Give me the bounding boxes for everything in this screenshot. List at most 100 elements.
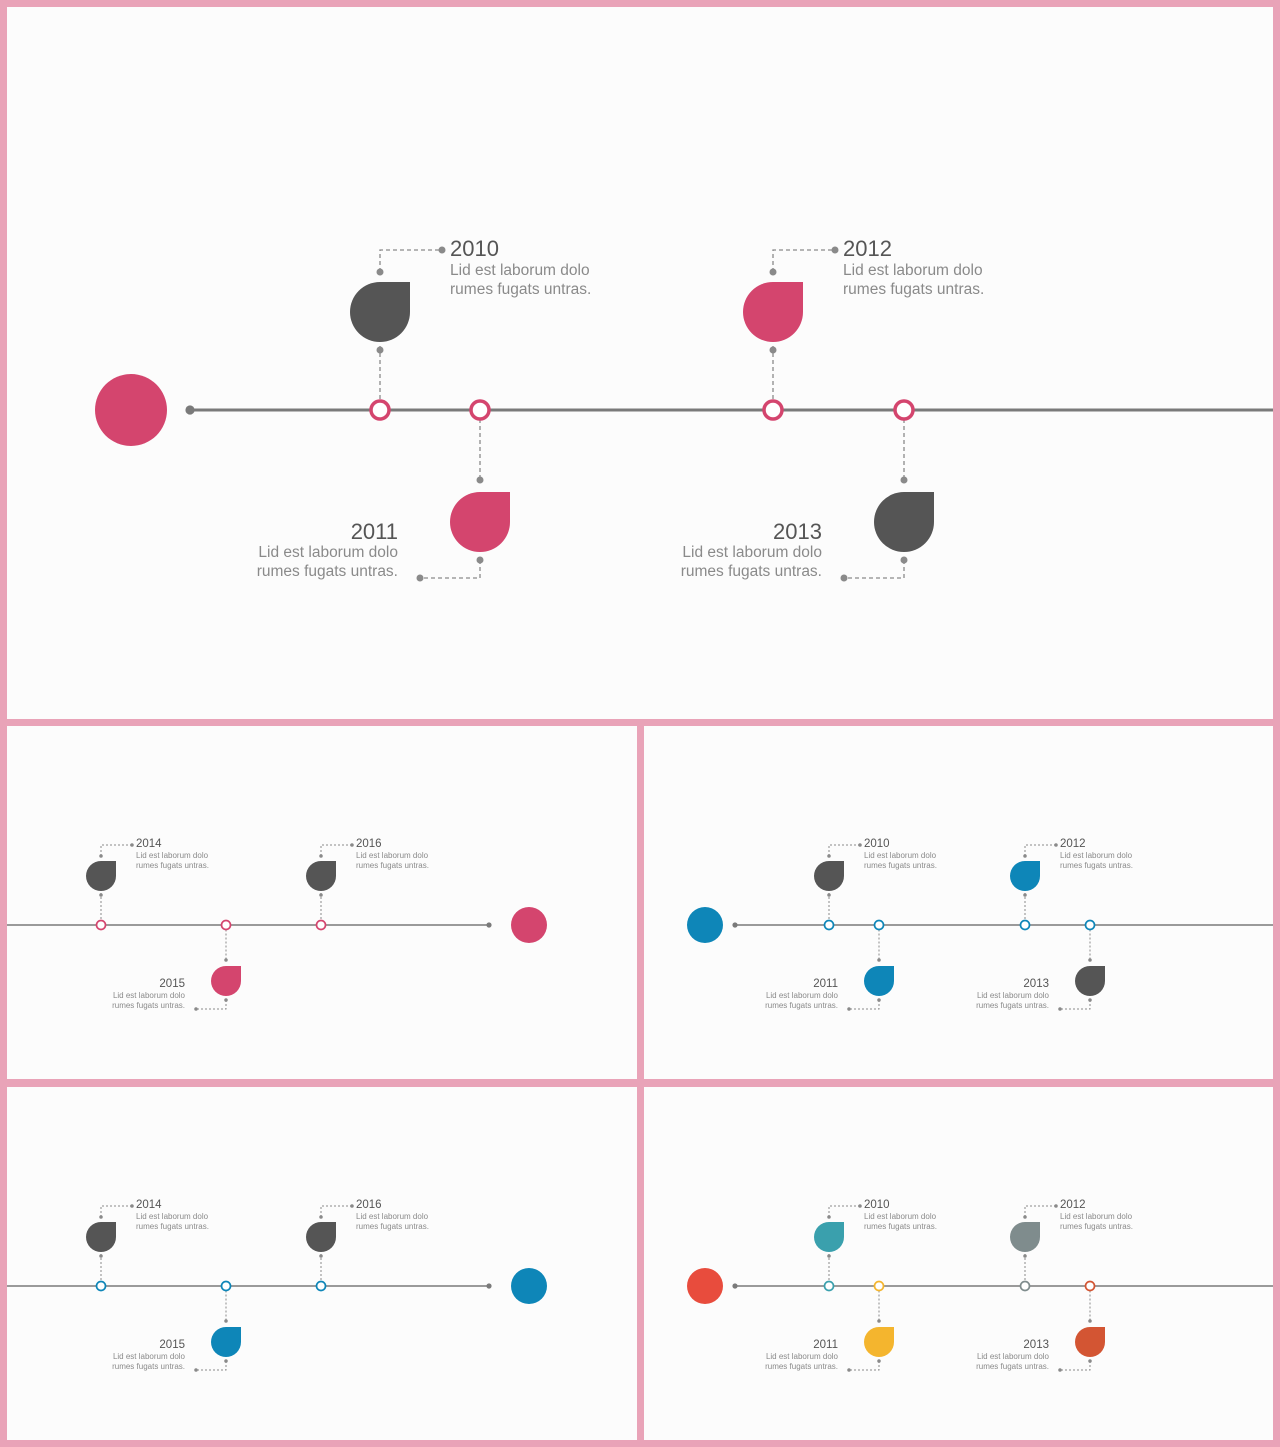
description-line: Lid est laborum dolo [1060,851,1133,861]
stem-dot [877,958,881,962]
milestone-description: Lid est laborum dolo rumes fugats untras. [1060,851,1133,871]
stem-dot [99,893,103,897]
milestone-description: Lid est laborum dolo rumes fugats untras. [112,991,185,1011]
milestone-year: 2013 [773,519,822,545]
leader-line [196,1361,227,1371]
stem-dot [769,346,777,354]
leader-end-dot [858,843,862,847]
timeline-graphic [687,843,1273,1011]
timeline-graphic [7,843,547,1011]
drop-marker [1010,861,1040,891]
milestone-description: Lid est laborum dolo rumes fugats untras. [681,544,822,582]
slide-multicolor: 2010 Lid est laborum dolo rumes fugats unt… [644,1087,1273,1440]
milestone-ring [95,919,107,931]
description-line: rumes fugats untras. [864,861,937,871]
milestone-year: 2011 [813,978,838,991]
milestone-year: 2010 [450,235,499,261]
milestone-2013 [1058,1280,1105,1372]
leader-line [844,560,905,579]
milestone-ring [315,919,327,931]
description-line: Lid est laborum dolo [258,544,398,562]
description-line: Lid est laborum dolo [843,262,983,280]
drop-marker [86,861,116,891]
leader-line [196,1000,227,1010]
milestone-description: Lid est laborum dolo rumes fugats untras. [864,1212,937,1232]
description-line: rumes fugats untras. [864,1222,937,1232]
stem-dot [827,893,831,897]
milestone-description: Lid est laborum dolo rumes fugats untras. [765,991,838,1011]
leader-end-dot [858,1204,862,1208]
milestone-ring [1019,919,1031,931]
leader-line [320,1205,352,1217]
milestone-2015 [194,1280,241,1372]
description-line: Lid est laborum dolo [356,1212,429,1222]
stem-dot [1088,958,1092,962]
drop-marker [450,492,510,552]
start-circle [687,907,723,943]
description-line: rumes fugats untras. [356,861,429,871]
milestone-year: 2014 [136,837,162,850]
milestone-2013 [840,399,934,582]
leader-line [1060,1000,1091,1010]
drop-marker [86,1222,116,1252]
milestone-description: Lid est laborum dolo rumes fugats untras. [356,1212,429,1232]
milestone-description: Lid est laborum dolo rumes fugats untras. [843,262,984,300]
drop-marker [814,861,844,891]
milestone-description: Lid est laborum dolo rumes fugats untras. [136,851,209,871]
milestone-ring [1084,919,1096,931]
milestone-2010 [350,246,446,421]
drop-marker [306,861,336,891]
milestone-year: 2013 [1023,978,1049,991]
milestone-description: Lid est laborum dolo rumes fugats untras. [257,544,398,582]
milestone-ring [315,1280,327,1292]
milestone-2014 [86,843,134,931]
leader-line [420,560,481,579]
stem-dot [877,1319,881,1323]
start-circle [511,907,547,943]
description-line: rumes fugats untras. [680,563,822,581]
description-line: rumes fugats untras. [976,1362,1049,1372]
milestone-year: 2012 [843,235,892,261]
description-line: rumes fugats untras. [1060,1222,1133,1232]
milestone-2014 [86,1204,134,1292]
drop-marker [874,492,934,552]
stem-dot [476,476,484,484]
drop-marker [306,1222,336,1252]
leader-end-dot [831,246,839,254]
leader-end-dot [847,1368,851,1372]
milestone-year: 2012 [1060,837,1086,850]
drop-marker [350,282,410,342]
leader-line [1060,1361,1091,1371]
milestone-ring [893,399,915,421]
leader-line [1024,844,1056,856]
description-line: Lid est laborum dolo [682,544,822,562]
description-line: Lid est laborum dolo [136,1212,209,1222]
drop-marker [864,966,894,996]
milestone-year: 2011 [350,519,398,545]
milestone-ring [369,399,391,421]
description-line: Lid est laborum dolo [765,991,838,1001]
milestone-ring [823,1280,835,1292]
leader-end-dot [350,1204,354,1208]
description-line: rumes fugats untras. [450,281,592,298]
milestone-year: 2010 [864,1198,890,1211]
description-line: Lid est laborum dolo [450,262,590,280]
line-end-dot [486,922,492,928]
stem-dot [376,346,384,354]
description-line: rumes fugats untras. [1060,861,1133,871]
drop-marker [1010,1222,1040,1252]
milestone-year: 2015 [159,978,185,991]
leader-line [828,844,860,856]
milestone-2012 [1010,1204,1058,1292]
milestone-2013 [1058,919,1105,1011]
milestone-ring [1019,1280,1031,1292]
stem-dot [224,958,228,962]
leader-line [849,1000,880,1010]
milestone-description: Lid est laborum dolo rumes fugats untras. [450,262,591,300]
slide-blue-start: 2010 Lid est laborum dolo rumes fugats unt… [644,726,1273,1079]
leader-line [100,844,132,856]
milestone-ring [220,919,232,931]
start-circle [511,1268,547,1304]
line-end-dot [732,1283,738,1289]
description-line: Lid est laborum dolo [864,1212,937,1222]
